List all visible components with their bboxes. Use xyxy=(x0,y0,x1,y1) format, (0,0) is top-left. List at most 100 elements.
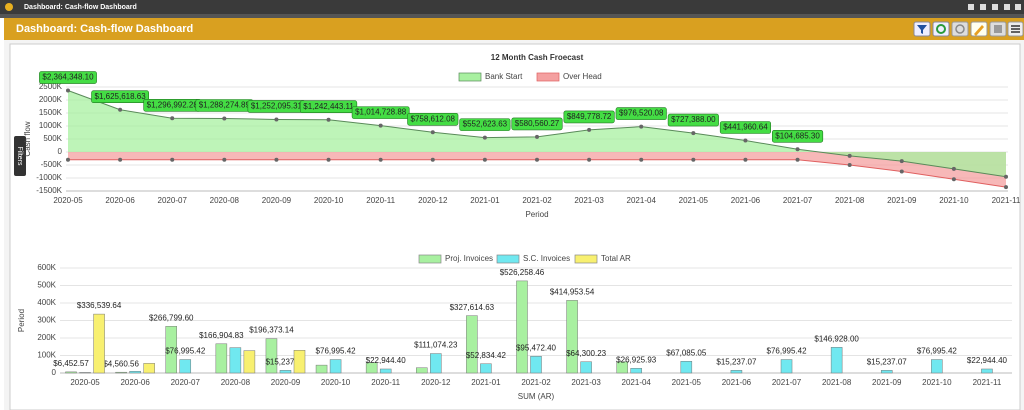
data-label-text: $552,623.63 xyxy=(463,120,508,129)
x-tick-label: 2020-07 xyxy=(158,196,188,205)
data-label: $976,520.08 xyxy=(615,107,667,120)
bar xyxy=(466,315,478,374)
window-button[interactable] xyxy=(992,4,998,10)
point xyxy=(326,117,331,122)
bar xyxy=(215,343,228,374)
data-label: $166,904.83 xyxy=(199,331,244,340)
bar xyxy=(229,347,242,374)
legend-label: Over Head xyxy=(563,72,602,81)
y-tick-label: 1000K xyxy=(39,121,63,130)
data-label-box xyxy=(459,118,511,131)
app-icon xyxy=(5,3,13,11)
legend-swatch xyxy=(536,72,560,82)
data-label: $26,925.93 xyxy=(616,355,657,364)
menu-icon xyxy=(1011,25,1020,33)
bar xyxy=(243,350,256,374)
bar xyxy=(293,350,306,374)
y-tick-label: 300K xyxy=(37,316,56,325)
toolbar-title: Dashboard: Cash-flow Dashboard xyxy=(16,23,193,35)
x-tick-label: 2021-11 xyxy=(992,196,1021,205)
data-label-box xyxy=(615,107,667,120)
point xyxy=(378,157,383,162)
window-button[interactable] xyxy=(1015,4,1021,10)
point xyxy=(587,127,592,132)
bar xyxy=(79,372,91,374)
refresh-button[interactable] xyxy=(932,21,950,37)
spacer xyxy=(0,14,1024,18)
data-label-text: $1,242,443.11 xyxy=(303,102,354,111)
bar xyxy=(680,361,693,374)
data-label: $111,074.23 xyxy=(414,341,458,350)
undo-button[interactable] xyxy=(951,21,969,37)
legend-swatch xyxy=(418,254,442,264)
bar xyxy=(265,338,278,374)
data-label-box xyxy=(91,90,149,104)
x-tick-label: 2020-11 xyxy=(371,378,400,387)
data-label-text: $580,560.27 xyxy=(515,119,560,128)
legend-swatch xyxy=(496,254,520,264)
x-tick-label: 2021-03 xyxy=(574,196,604,205)
point xyxy=(847,163,852,167)
y-tick-label: 0 xyxy=(52,368,57,377)
legend-label: Bank Start xyxy=(485,72,523,81)
data-label: $22,944.40 xyxy=(967,356,1008,365)
point xyxy=(378,123,383,128)
data-label-box xyxy=(511,117,563,131)
data-label: $1,296,992.28 xyxy=(143,98,202,112)
point xyxy=(66,88,70,93)
data-label: $22,944.40 xyxy=(366,356,407,365)
toolbar xyxy=(4,18,1024,40)
bar xyxy=(516,280,528,374)
point xyxy=(222,157,227,162)
undo-icon xyxy=(955,24,965,34)
filters-tab-label: Filters xyxy=(16,146,23,166)
filters-tab[interactable] xyxy=(14,136,26,176)
data-label: $64,300.23 xyxy=(566,349,607,358)
point xyxy=(951,177,956,182)
data-label: $67,085.05 xyxy=(666,348,707,357)
point xyxy=(691,157,696,162)
chart-title: 12 Month Cash Froecast xyxy=(491,53,584,62)
data-label-box xyxy=(719,121,771,134)
data-label: $15,237.07 xyxy=(867,357,908,366)
y-tick-label: 2500K xyxy=(39,82,63,91)
data-label: $6,452.57 xyxy=(53,359,89,368)
bar xyxy=(379,368,392,374)
x-tick-label: 2021-10 xyxy=(922,378,952,387)
x-tick-label: 2021-06 xyxy=(731,196,761,205)
point xyxy=(66,157,70,162)
data-label: $76,995.42 xyxy=(917,347,958,356)
data-label-text: $1,296,992.28 xyxy=(147,100,199,109)
bar xyxy=(329,359,342,374)
point xyxy=(118,157,123,162)
point xyxy=(743,138,748,143)
data-label: $196,373.14 xyxy=(249,326,294,335)
bar xyxy=(780,359,793,374)
x-tick-label: 2020-09 xyxy=(262,196,292,205)
y-axis-label: Cash flow xyxy=(23,121,32,156)
point xyxy=(587,157,592,162)
window-button[interactable] xyxy=(980,4,986,10)
bar xyxy=(115,371,127,374)
x-tick-label: 2020-10 xyxy=(321,378,351,387)
legend-label: Proj. Invoices xyxy=(445,254,493,263)
window-button[interactable] xyxy=(1004,4,1010,10)
point xyxy=(1004,185,1008,190)
x-axis-label: SUM (AR) xyxy=(518,392,555,401)
point xyxy=(274,117,279,122)
area xyxy=(68,90,1006,177)
window-button[interactable] xyxy=(968,4,974,10)
x-tick-label: 2021-07 xyxy=(772,378,802,387)
data-label-text: $727,388.00 xyxy=(671,115,716,124)
data-label-text: $441,960.64 xyxy=(723,123,768,132)
point xyxy=(1004,174,1008,179)
bar xyxy=(880,370,893,374)
data-label-text: $976,520.08 xyxy=(619,109,664,118)
data-label: $727,388.00 xyxy=(667,113,719,127)
x-tick-label: 2020-08 xyxy=(221,378,251,387)
edit-icon xyxy=(974,25,984,36)
point xyxy=(691,131,696,136)
save-icon xyxy=(994,25,1002,33)
